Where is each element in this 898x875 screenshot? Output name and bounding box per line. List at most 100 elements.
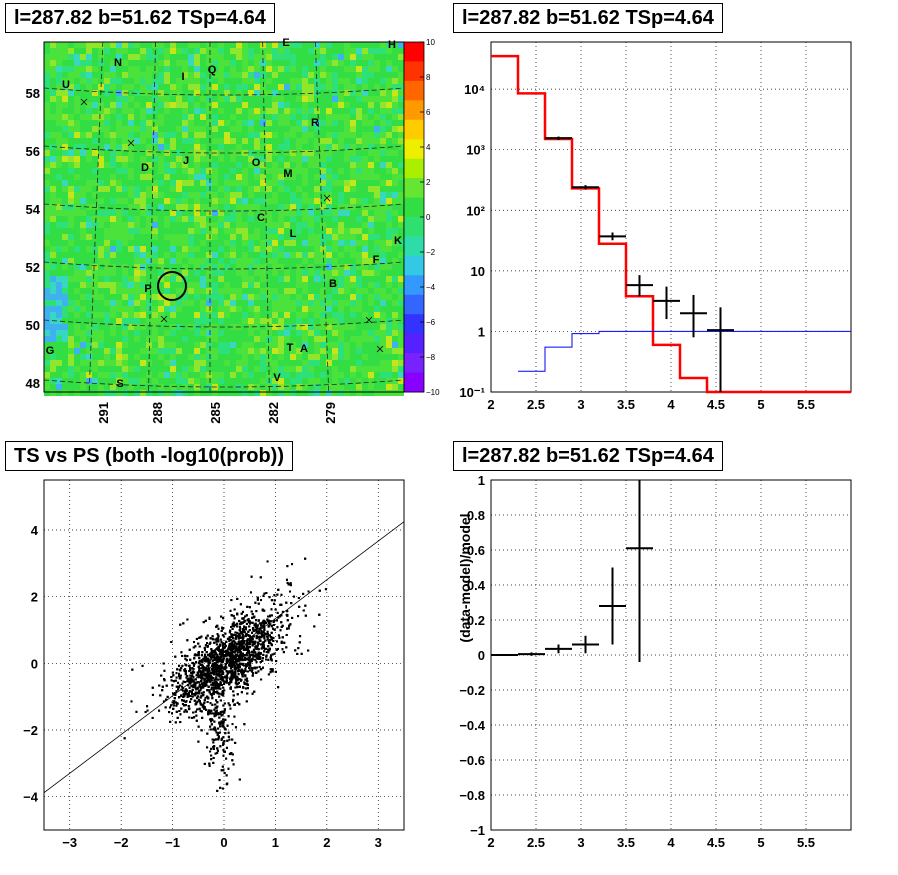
skymap-pixel	[230, 42, 236, 48]
skymap-pixel	[338, 60, 344, 66]
skymap-pixel	[98, 216, 104, 222]
skymap-pixel	[74, 198, 80, 204]
skymap-pixel	[368, 360, 374, 366]
skymap-pixel	[350, 102, 356, 108]
skymap-pixel	[398, 342, 404, 348]
skymap-pixel	[128, 306, 134, 312]
skymap-pixel	[332, 78, 338, 84]
skymap-pixel	[212, 288, 218, 294]
skymap-pixel	[176, 126, 182, 132]
skymap-pixel	[332, 102, 338, 108]
skymap-pixel	[50, 162, 56, 168]
skymap-pixel	[224, 264, 230, 270]
skymap-pixel	[56, 78, 62, 84]
skymap-pixel	[98, 300, 104, 306]
skymap-pixel	[176, 354, 182, 360]
skymap-pixel	[362, 312, 368, 318]
skymap-pixel	[272, 282, 278, 288]
skymap-pixel	[128, 114, 134, 120]
skymap-pixel	[218, 60, 224, 66]
skymap-pixel	[212, 300, 218, 306]
skymap-pixel	[200, 342, 206, 348]
skymap-pixel	[224, 342, 230, 348]
skymap-pixel	[74, 108, 80, 114]
skymap-pixel	[116, 114, 122, 120]
skymap-pixel	[140, 282, 146, 288]
skymap-pixel	[206, 78, 212, 84]
skymap-pixel	[284, 150, 290, 156]
skymap-pixel	[242, 264, 248, 270]
skymap-pixel	[188, 78, 194, 84]
skymap-pixel	[176, 324, 182, 330]
skymap-pixel	[158, 78, 164, 84]
skymap-pixel	[362, 234, 368, 240]
skymap-pixel	[290, 210, 296, 216]
skymap-pixel	[344, 300, 350, 306]
skymap-pixel	[254, 132, 260, 138]
spectrum-series-0	[491, 54, 851, 394]
skymap-pixel	[56, 48, 62, 54]
skymap-pixel	[182, 366, 188, 372]
skymap-pixel	[314, 228, 320, 234]
skymap-pixel	[236, 132, 242, 138]
skymap-pixel	[338, 54, 344, 60]
skymap-pixel	[122, 234, 128, 240]
skymap-pixel	[332, 120, 338, 126]
skymap-pixel	[350, 90, 356, 96]
skymap-pixel	[110, 132, 116, 138]
skymap-pixel	[194, 216, 200, 222]
skymap-pixel	[194, 336, 200, 342]
skymap-pixel	[284, 282, 290, 288]
skymap-pixel	[350, 360, 356, 366]
skymap-pixel	[104, 120, 110, 126]
skymap-pixel	[338, 294, 344, 300]
skymap-pixel	[110, 204, 116, 210]
skymap-pixel	[248, 348, 254, 354]
skymap-pixel	[236, 198, 242, 204]
skymap-pixel	[308, 258, 314, 264]
skymap-pixel	[374, 360, 380, 366]
skymap-pixel	[284, 246, 290, 252]
skymap-pixel	[116, 354, 122, 360]
skymap-pixel	[392, 156, 398, 162]
skymap-pixel	[332, 270, 338, 276]
skymap-pixel	[62, 360, 68, 366]
skymap-pixel	[206, 216, 212, 222]
skymap-pixel	[182, 258, 188, 264]
skymap-pixel	[188, 288, 194, 294]
skymap-pixel	[68, 210, 74, 216]
skymap-pixel	[152, 384, 158, 390]
skymap-pixel	[128, 192, 134, 198]
skymap-pixel	[302, 120, 308, 126]
skymap-pixel	[56, 246, 62, 252]
skymap-pixel	[152, 192, 158, 198]
skymap-pixel	[254, 48, 260, 54]
spectrum-x-tick: 3.5	[617, 397, 635, 412]
skymap-pixel	[176, 84, 182, 90]
skymap-pixel	[374, 288, 380, 294]
skymap-pixel	[350, 366, 356, 372]
skymap-pixel	[272, 252, 278, 258]
skymap-pixel	[368, 282, 374, 288]
skymap-pixel	[98, 42, 104, 48]
skymap-pixel	[92, 354, 98, 360]
skymap-pixel	[92, 378, 98, 384]
skymap-pixel	[146, 210, 152, 216]
skymap-pixel	[176, 234, 182, 240]
skymap-pixel	[248, 126, 254, 132]
skymap-pixel	[392, 348, 398, 354]
skymap-pixel	[200, 198, 206, 204]
skymap-pixel	[302, 138, 308, 144]
skymap-pixel	[212, 144, 218, 150]
skymap-pixel	[86, 48, 92, 54]
skymap-pixel	[110, 234, 116, 240]
skymap-pixel	[50, 66, 56, 72]
skymap-pixel	[242, 216, 248, 222]
skymap-pixel	[326, 378, 332, 384]
skymap-pixel	[326, 198, 332, 204]
skymap-pixel	[224, 282, 230, 288]
skymap-pixel	[374, 282, 380, 288]
skymap-pixel	[392, 108, 398, 114]
skymap-pixel	[158, 60, 164, 66]
